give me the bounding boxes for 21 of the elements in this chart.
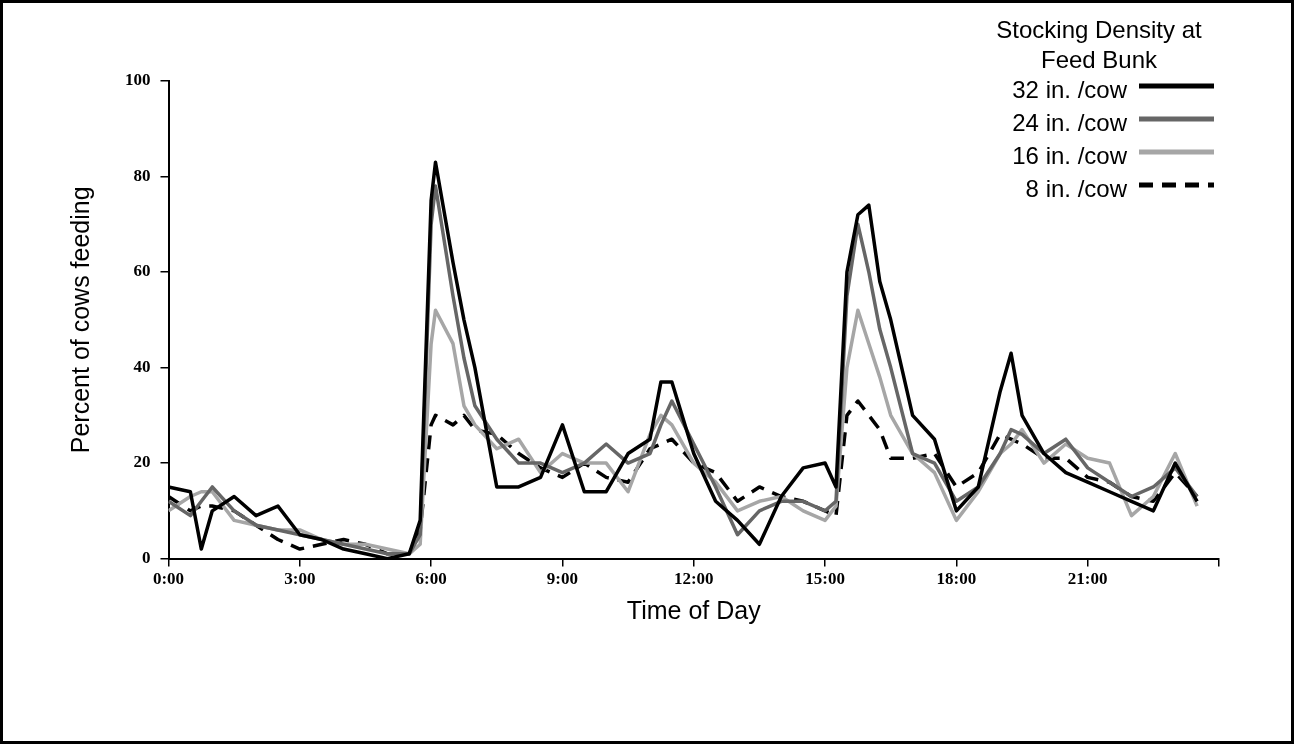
y-tick-label: 80 <box>133 165 151 185</box>
x-tick-label: 18:00 <box>936 569 977 589</box>
x-tick-label: 6:00 <box>415 569 447 589</box>
x-tick-label: 3:00 <box>284 569 316 589</box>
x-tick-label: 12:00 <box>673 569 714 589</box>
legend-title: Stocking Density at Feed Bunk <box>996 15 1203 73</box>
legend-label: 24 in. /cow <box>1012 108 1128 136</box>
y-tick-label: 40 <box>133 356 151 376</box>
legend-label: 32 in. /cow <box>1012 75 1128 103</box>
x-tick-label: 21:00 <box>1067 569 1108 589</box>
y-tick-label: 100 <box>125 70 151 90</box>
y-tick-label: 60 <box>133 261 151 281</box>
x-tick-label: 0:00 <box>152 569 185 589</box>
y-tick-label: 0 <box>142 547 151 567</box>
x-axis-title: Time of Day <box>626 595 762 624</box>
legend-label: 8 in. /cow <box>1025 174 1128 202</box>
y-tick-label: 20 <box>133 452 151 472</box>
x-tick-label: 15:00 <box>805 569 845 589</box>
y-axis-title: Percent of cows feeding <box>65 186 94 454</box>
legend-label: 16 in. /cow <box>1012 141 1128 169</box>
x-tick-label: 9:00 <box>546 569 579 589</box>
